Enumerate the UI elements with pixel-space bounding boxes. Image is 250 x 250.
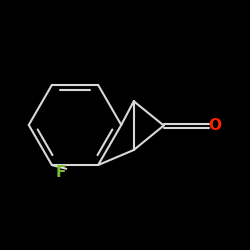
Text: O: O [208,118,222,133]
Text: F: F [56,165,66,180]
